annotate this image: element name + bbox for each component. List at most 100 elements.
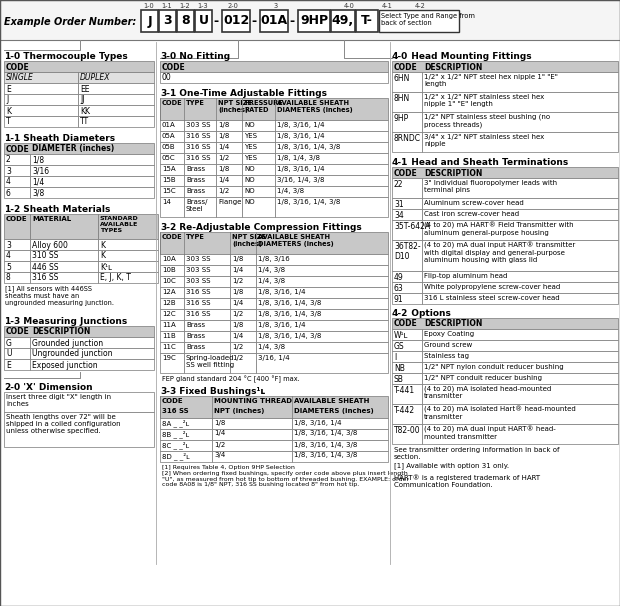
Bar (184, 175, 216, 186)
Text: 11C: 11C (162, 344, 175, 350)
Bar (230, 254, 256, 265)
Text: 10C: 10C (162, 278, 175, 284)
Bar (30, 214, 98, 239)
Bar (230, 342, 256, 353)
Bar (30, 187, 154, 198)
Bar (422, 220, 618, 240)
Text: 1/8: 1/8 (232, 256, 244, 262)
Text: 1/8, 3/16, 1/4: 1/8, 3/16, 1/4 (294, 419, 342, 425)
Bar (4, 348, 30, 359)
Bar (230, 309, 256, 320)
Text: 4-0: 4-0 (344, 3, 355, 9)
Bar (4, 359, 30, 370)
Text: No Fitting: No Fitting (173, 52, 230, 61)
Text: T-: T- (361, 15, 373, 27)
Bar (392, 282, 422, 293)
Text: 3: 3 (163, 15, 172, 27)
Text: Cast iron screw-cover head: Cast iron screw-cover head (424, 211, 519, 217)
Bar (298, 10, 330, 32)
Text: 1/8: 1/8 (218, 166, 229, 172)
Text: 4-0: 4-0 (392, 52, 408, 61)
Text: 1/8, 3/16, 1/4, 3/8: 1/8, 3/16, 1/4, 3/8 (258, 333, 321, 339)
Text: NO: NO (244, 166, 255, 172)
Bar (160, 298, 184, 309)
Text: 1/4, 3/8: 1/4, 3/8 (277, 188, 304, 194)
Bar (160, 429, 212, 440)
Text: NB: NB (394, 364, 405, 373)
Bar (160, 418, 212, 429)
Bar (392, 167, 618, 178)
Bar (256, 287, 388, 298)
Text: Example Order Number:: Example Order Number: (4, 17, 136, 27)
Text: CODE: CODE (6, 327, 30, 336)
Text: 4: 4 (6, 251, 11, 261)
Text: Flange: Flange (218, 199, 241, 205)
Text: 8A _ _²ʟ: 8A _ _²ʟ (162, 419, 189, 427)
Bar (422, 132, 618, 152)
Bar (184, 287, 230, 298)
Text: 1-3: 1-3 (4, 317, 20, 326)
Text: 1/8, 3/16, 1/4, 3/8: 1/8, 3/16, 1/4, 3/8 (258, 311, 321, 317)
Text: Brass: Brass (186, 344, 205, 350)
Text: (4 to 20) mA isolated Hart® head-mounted
transmitter: (4 to 20) mA isolated Hart® head-mounted… (424, 406, 576, 420)
Bar (4, 165, 30, 176)
Text: Exposed junction: Exposed junction (32, 361, 97, 370)
Text: 3/8: 3/8 (32, 188, 44, 198)
Text: K: K (100, 251, 105, 261)
Text: 63: 63 (394, 284, 404, 293)
Text: 8: 8 (6, 273, 11, 282)
Bar (392, 178, 422, 198)
Text: DUPLEX: DUPLEX (80, 73, 110, 82)
Bar (160, 331, 184, 342)
Text: 1/8, 3/16, 1/4, 3/8: 1/8, 3/16, 1/4, 3/8 (277, 199, 340, 205)
Bar (392, 318, 618, 329)
Bar (392, 362, 422, 373)
Text: 1/2: 1/2 (218, 155, 229, 161)
Text: TYPE: TYPE (186, 100, 205, 106)
Bar (256, 342, 388, 353)
Text: 1/2: 1/2 (232, 278, 243, 284)
Text: CODE: CODE (394, 168, 418, 178)
Bar (422, 282, 618, 293)
Bar (30, 239, 98, 250)
Bar (392, 198, 422, 209)
Text: 8: 8 (181, 15, 190, 27)
Text: T82-00: T82-00 (394, 426, 420, 435)
Text: Spring-loaded
SS well fitting: Spring-loaded SS well fitting (186, 355, 234, 368)
Bar (422, 112, 618, 132)
Bar (184, 197, 216, 217)
Text: NPT SIZE
(inches): NPT SIZE (inches) (218, 100, 252, 113)
Text: 15B: 15B (162, 177, 175, 183)
Text: AVAILABLE SHEATH: AVAILABLE SHEATH (294, 398, 370, 404)
Text: 10A: 10A (162, 256, 175, 262)
Text: Flip-top aluminum head: Flip-top aluminum head (424, 273, 507, 279)
Bar (230, 331, 256, 342)
Text: K: K (6, 107, 11, 116)
Bar (30, 176, 154, 187)
Text: 8D _ _²ʟ: 8D _ _²ʟ (162, 453, 190, 460)
Bar (216, 197, 242, 217)
Text: Measuring Junctions: Measuring Junctions (17, 317, 127, 326)
Text: Re-Adjustable Compression Fittings: Re-Adjustable Compression Fittings (173, 223, 361, 232)
Text: 35T-642A: 35T-642A (394, 222, 430, 231)
Text: 316 SS: 316 SS (186, 155, 211, 161)
Text: TYPE: TYPE (186, 234, 205, 240)
Text: YES: YES (244, 144, 257, 150)
Bar (184, 353, 230, 373)
Bar (78, 105, 154, 116)
Bar (78, 116, 154, 127)
Bar (184, 120, 216, 131)
Bar (242, 197, 275, 217)
Bar (184, 164, 216, 175)
Text: See transmitter ordering information in back of
section.: See transmitter ordering information in … (394, 447, 559, 460)
Text: DIAMETERS (inches): DIAMETERS (inches) (294, 408, 374, 414)
Text: 1/8, 3/16, 1/4: 1/8, 3/16, 1/4 (277, 133, 324, 139)
Bar (392, 293, 422, 304)
Bar (98, 239, 158, 250)
Text: Options: Options (405, 309, 451, 318)
Bar (4, 261, 30, 272)
Bar (356, 10, 378, 32)
Bar (256, 331, 388, 342)
Text: 19C: 19C (162, 355, 175, 361)
Bar (275, 142, 388, 153)
